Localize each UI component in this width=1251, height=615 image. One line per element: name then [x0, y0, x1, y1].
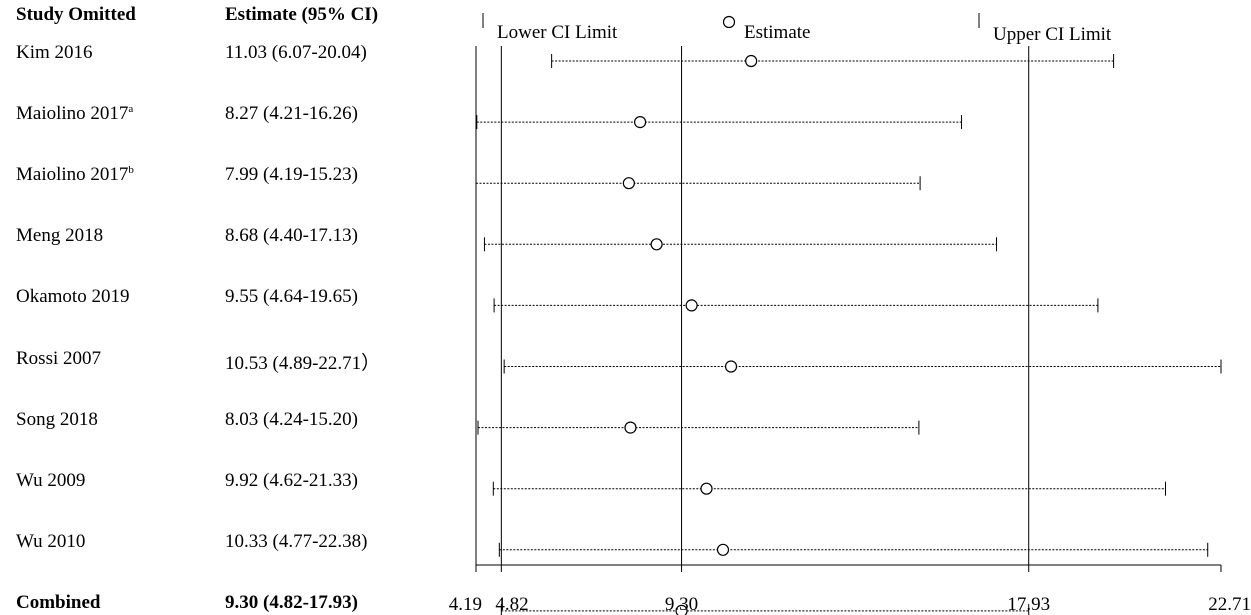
study-name: Okamoto 2019 — [16, 286, 129, 308]
study-name: Wu 2010 — [16, 531, 85, 553]
legend-estimate-marker — [722, 15, 736, 29]
study-name: Kim 2016 — [16, 42, 93, 64]
study-name-text: Okamoto 2019 — [16, 286, 130, 308]
estimate-ci-text: 8.27 (4.21-16.26) — [225, 103, 358, 125]
study-name: Rossi 2007 — [16, 348, 101, 370]
row-1 — [476, 115, 963, 130]
legend-lower-label: Lower CI Limit — [497, 22, 618, 43]
study-name-text: Maiolino 2017 — [16, 103, 129, 125]
x-tick-label: 22.71 — [1208, 594, 1251, 615]
x-tick-label: 4.19 — [449, 594, 482, 615]
estimate-marker — [700, 482, 713, 495]
study-name-text: Kim 2016 — [16, 42, 93, 63]
legend: Lower CI Limit Estimate Upper CI Limit — [482, 13, 1112, 45]
study-name: Maiolino 2017b — [16, 164, 134, 186]
row-0 — [551, 54, 1115, 68]
study-name-superscript: a — [128, 103, 134, 116]
row-9 — [500, 603, 1030, 615]
estimate-ci-text: 8.68 (4.40-17.13) — [225, 225, 358, 247]
study-name-text: Wu 2010 — [16, 530, 86, 552]
row-8 — [498, 542, 1209, 557]
study-name-text: Wu 2009 — [16, 469, 86, 491]
x-tick-label: 17.93 — [1007, 594, 1050, 615]
study-name-superscript: b — [128, 164, 134, 177]
estimate-ci-text: 9.92 (4.62-21.33) — [225, 469, 358, 491]
data-rows — [475, 54, 1222, 615]
row-6 — [477, 420, 920, 435]
x-axis: 4.19 4.82 9.30 17.93 22.71 — [449, 564, 1251, 615]
row-4 — [493, 298, 1099, 313]
study-name: Combined — [16, 592, 100, 614]
estimate-ci-text: 9.30 (4.82-17.93) — [225, 591, 358, 613]
study-name-text: Combined — [16, 591, 101, 613]
row-5 — [503, 359, 1222, 374]
estimate-ci-text: 9.55 (4.64-19.65) — [225, 286, 358, 308]
row-7 — [492, 481, 1166, 496]
estimate-marker — [650, 238, 663, 251]
study-name: Meng 2018 — [16, 225, 103, 247]
x-tick-label: 4.82 — [495, 594, 528, 615]
study-name: Maiolino 2017a — [16, 103, 133, 125]
estimate-ci-header: Estimate (95% CI) — [225, 4, 379, 25]
estimate-marker — [745, 54, 758, 68]
row-2 — [475, 176, 921, 191]
estimate-marker — [624, 421, 637, 434]
legend-upper-label: Upper CI Limit — [993, 24, 1112, 45]
row-3 — [483, 237, 998, 252]
estimate-ci-text: 7.99 (4.19-15.23) — [225, 164, 358, 186]
x-tick-label: 9.30 — [665, 594, 698, 615]
estimate-marker — [716, 543, 730, 556]
estimate-marker — [634, 115, 647, 129]
estimate-marker — [675, 604, 688, 615]
study-name-text: Maiolino 2017 — [16, 164, 129, 186]
study-name-text: Song 2018 — [16, 408, 98, 430]
legend-estimate-label: Estimate — [744, 22, 810, 43]
study-name-text: Meng 2018 — [16, 225, 104, 247]
estimate-ci-text: 10.33 (4.77-22.38) — [225, 530, 368, 552]
study-name: Wu 2009 — [16, 470, 85, 492]
study-name: Song 2018 — [16, 409, 98, 431]
estimate-ci-text: 11.03 (6.07-20.04) — [225, 42, 367, 63]
estimate-marker — [622, 177, 635, 190]
estimate-marker — [685, 299, 698, 312]
estimate-ci-text: 10.53 (4.89-22.71） — [225, 352, 381, 374]
estimate-marker — [724, 360, 738, 373]
study-omitted-header: Study Omitted — [16, 4, 136, 25]
study-name-text: Rossi 2007 — [16, 347, 101, 369]
estimate-ci-text: 8.03 (4.24-15.20) — [225, 408, 358, 430]
